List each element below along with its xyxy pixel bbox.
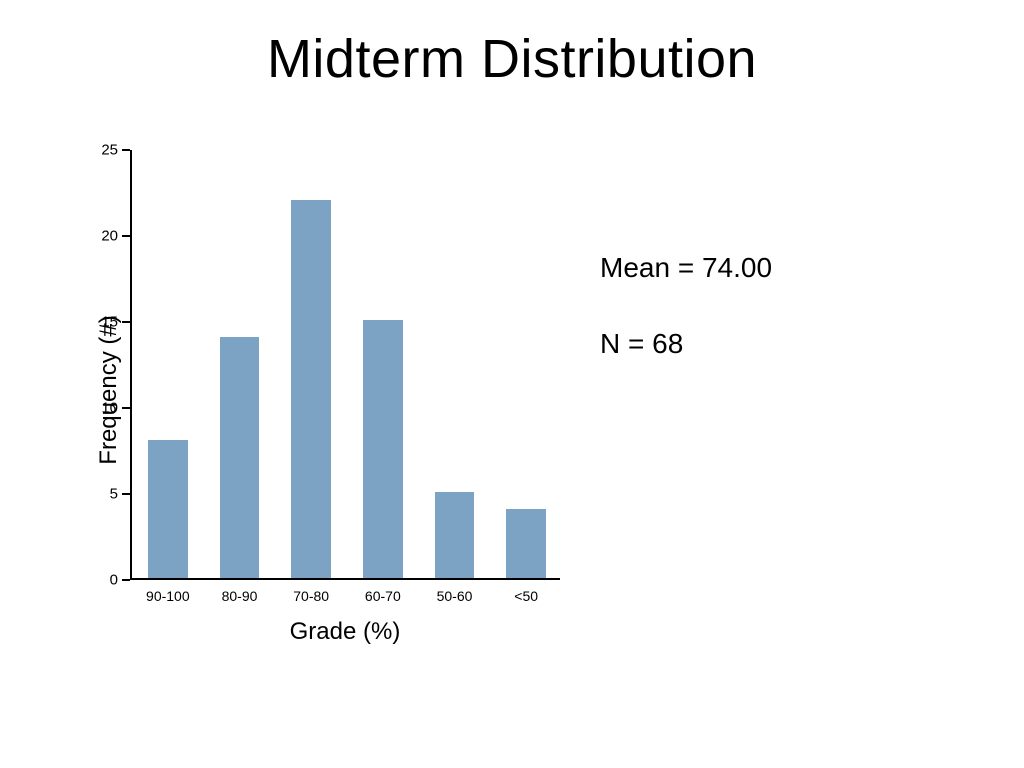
- slide: Midterm Distribution Frequency (#) 05101…: [0, 0, 1024, 768]
- slide-title: Midterm Distribution: [0, 28, 1024, 90]
- y-axis-title: Frequency (#): [95, 315, 123, 464]
- y-tick: [122, 321, 130, 323]
- x-tick-label: <50: [514, 588, 538, 604]
- x-tick-label: 80-90: [222, 588, 258, 604]
- bar: [435, 492, 474, 578]
- x-axis-title: Grade (%): [130, 618, 560, 646]
- y-tick-label: 10: [101, 400, 118, 417]
- frequency-chart: Frequency (#) 051015202590-10080-9070-80…: [60, 140, 580, 640]
- x-tick-label: 60-70: [365, 588, 401, 604]
- n-stat: N = 68: [600, 326, 772, 362]
- bar: [363, 320, 402, 578]
- y-tick: [122, 493, 130, 495]
- y-tick-label: 0: [110, 572, 118, 589]
- y-tick-label: 15: [101, 314, 118, 331]
- bar: [220, 337, 259, 578]
- x-tick-label: 70-80: [293, 588, 329, 604]
- bar: [506, 509, 545, 578]
- y-tick: [122, 407, 130, 409]
- bar: [291, 200, 330, 578]
- bar: [148, 440, 187, 578]
- y-tick: [122, 149, 130, 151]
- y-tick-label: 25: [101, 142, 118, 159]
- x-tick-label: 90-100: [146, 588, 190, 604]
- x-tick-label: 50-60: [437, 588, 473, 604]
- summary-stats: Mean = 74.00 N = 68: [600, 250, 772, 403]
- y-tick-label: 20: [101, 228, 118, 245]
- mean-stat: Mean = 74.00: [600, 250, 772, 286]
- y-tick-label: 5: [110, 486, 118, 503]
- y-tick: [122, 579, 130, 581]
- plot-area: 051015202590-10080-9070-8060-7050-60<50: [130, 150, 560, 580]
- y-tick: [122, 235, 130, 237]
